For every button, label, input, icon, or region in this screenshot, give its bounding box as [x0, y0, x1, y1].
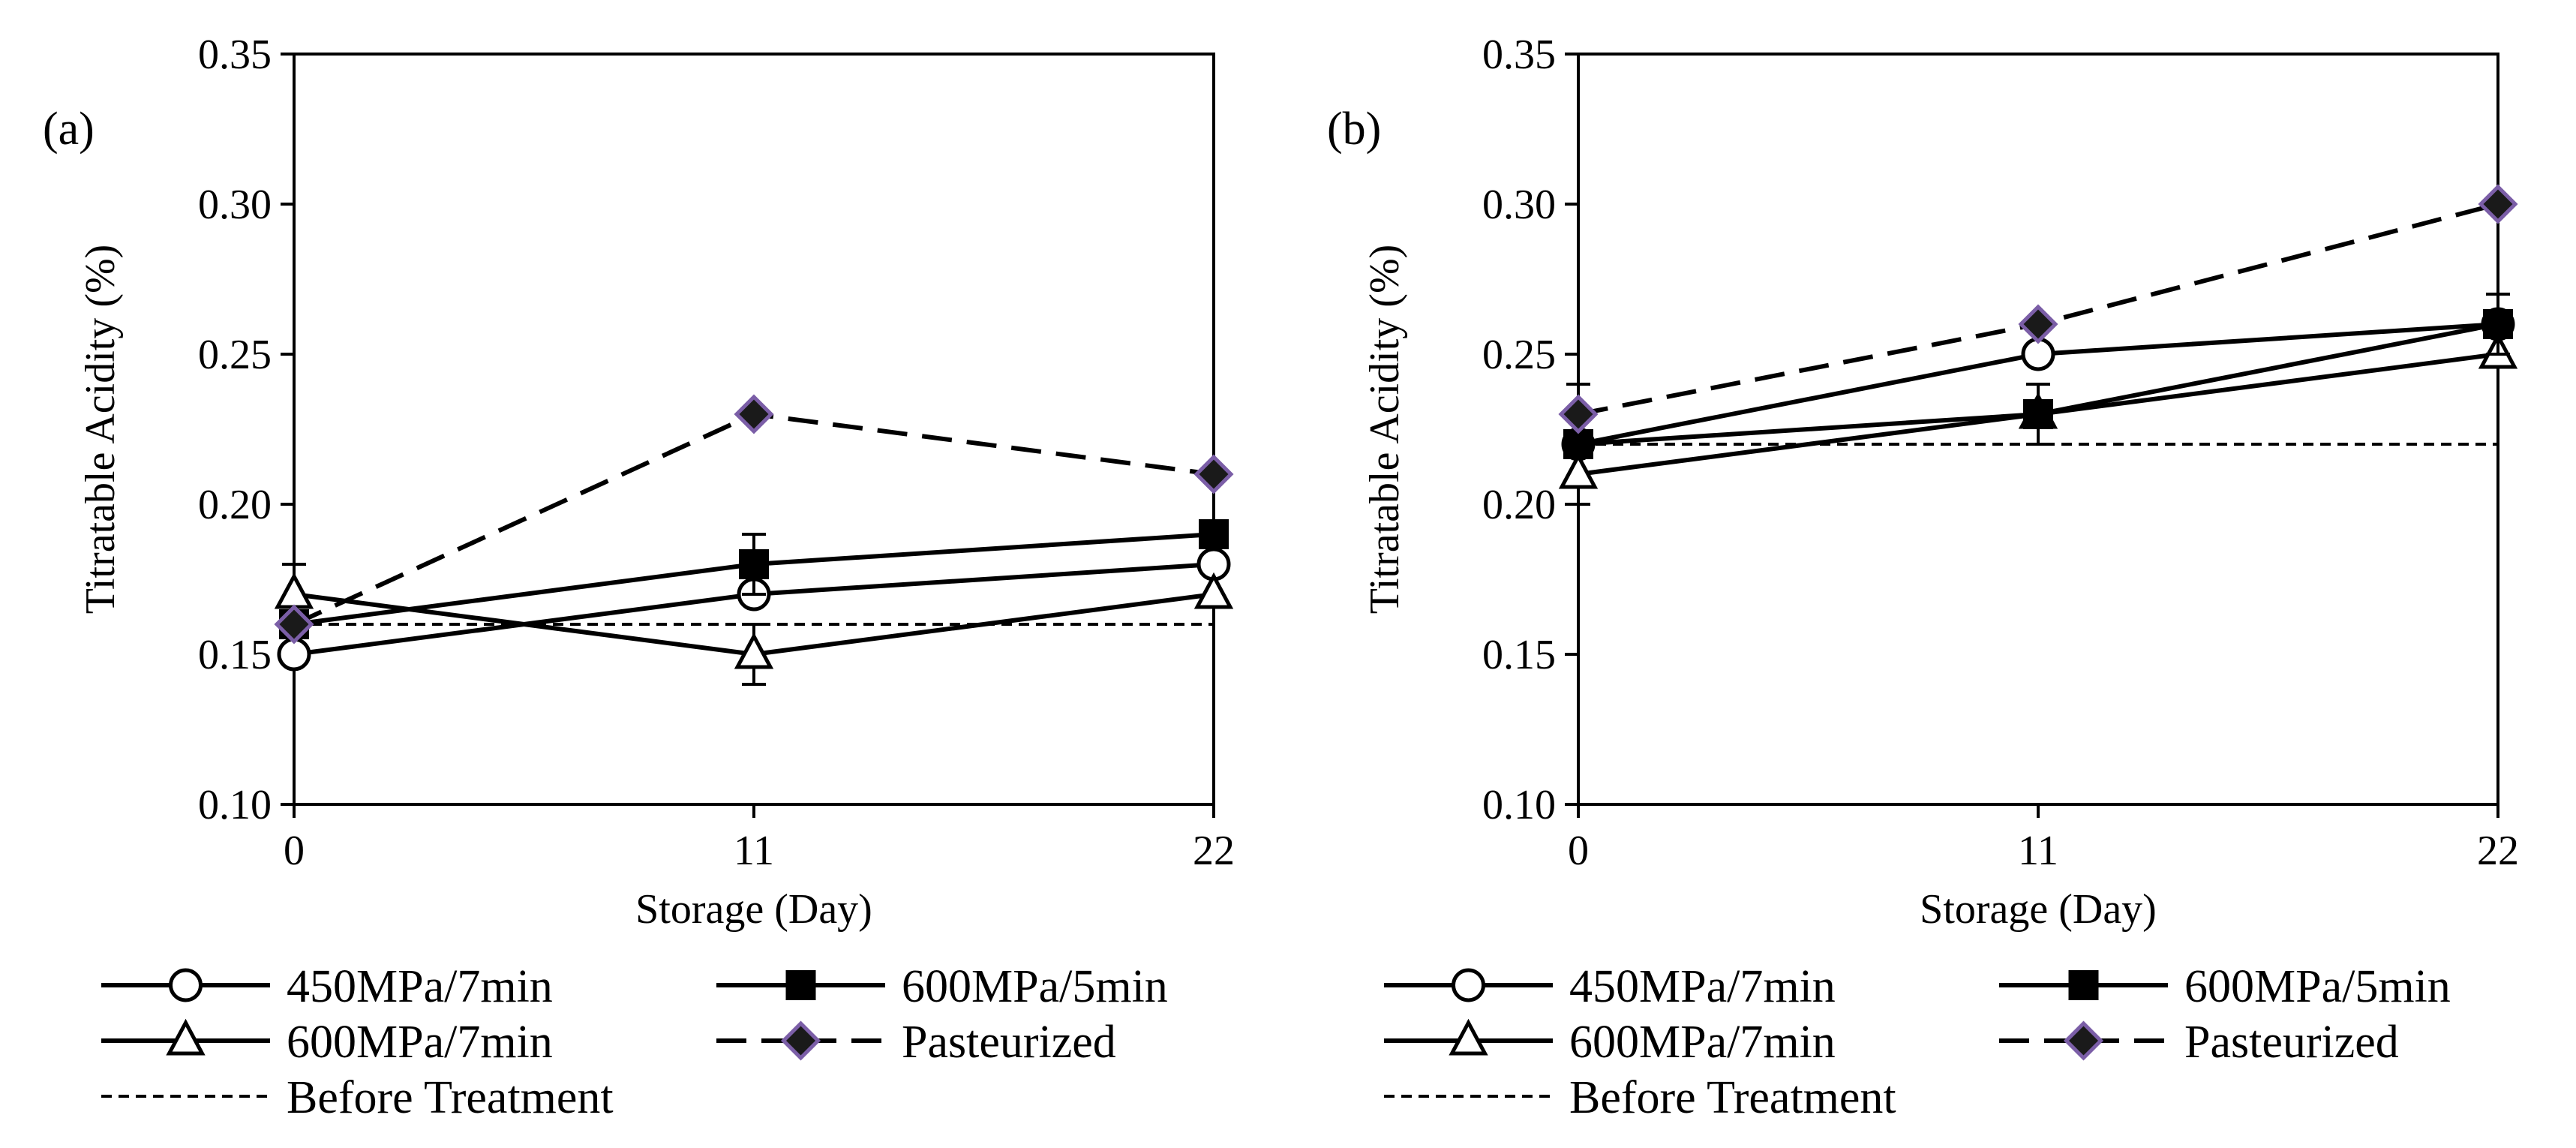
- legend-label-s600_5: 600MPa/5min: [902, 961, 1168, 1012]
- x-axis-title: Storage (Day): [635, 886, 872, 933]
- legend-label-past: Pasteurized: [902, 1017, 1116, 1068]
- data-point-s600_5: [739, 549, 769, 579]
- y-axis-title: Titratable Acidity (%): [77, 245, 124, 615]
- y-tick-label: 0.15: [198, 632, 272, 678]
- legend-label-s600_7: 600MPa/7min: [287, 1017, 553, 1068]
- y-axis-title: Titratable Acidity (%): [1362, 245, 1408, 615]
- x-tick-label: 0: [284, 828, 305, 874]
- y-tick-label: 0.25: [198, 332, 272, 378]
- data-point-s600_5: [2023, 399, 2053, 429]
- x-tick-label: 22: [1193, 828, 1235, 874]
- data-point-past: [1558, 394, 1599, 434]
- legend-marker-s450_7: [169, 968, 203, 1002]
- data-point-s600_7: [274, 572, 314, 609]
- x-axis-title: Storage (Day): [1920, 886, 2157, 933]
- legend-label-s450_7: 450MPa/7min: [1569, 961, 1836, 1012]
- y-tick-label: 0.30: [198, 182, 272, 228]
- legend-marker-s600_7: [166, 1018, 206, 1056]
- data-point-past: [274, 604, 314, 645]
- legend-marker-s600_5: [785, 970, 816, 1000]
- data-point-past: [1193, 454, 1234, 494]
- legend-marker-s600_5: [2068, 970, 2099, 1000]
- y-tick-label: 0.35: [198, 32, 272, 78]
- y-tick-label: 0.30: [1482, 182, 1556, 228]
- legend-label-before: Before Treatment: [287, 1072, 614, 1123]
- data-point-past: [2478, 184, 2518, 224]
- panel-label: (b): [1327, 104, 1381, 155]
- y-tick-label: 0.15: [1482, 632, 1556, 678]
- data-point-s600_7: [1558, 452, 1599, 489]
- legend-marker-s450_7: [1452, 968, 1485, 1002]
- legend-label-s450_7: 450MPa/7min: [287, 961, 553, 1012]
- data-point-past: [734, 394, 774, 434]
- data-point-s600_5: [1199, 519, 1229, 549]
- data-point-s600_7: [1193, 572, 1234, 609]
- y-tick-label: 0.10: [1482, 782, 1556, 828]
- legend-marker-past: [2063, 1020, 2104, 1061]
- data-point-past: [2018, 304, 2058, 344]
- x-tick-label: 11: [2018, 828, 2058, 874]
- y-tick-label: 0.25: [1482, 332, 1556, 378]
- y-tick-label: 0.20: [198, 482, 272, 528]
- legend-label-past: Pasteurized: [2184, 1017, 2399, 1068]
- legend-marker-past: [780, 1020, 821, 1061]
- x-tick-label: 0: [1568, 828, 1589, 874]
- data-point-s600_7: [734, 632, 774, 669]
- panel-label: (a): [43, 104, 95, 155]
- legend-label-s600_7: 600MPa/7min: [1569, 1017, 1836, 1068]
- x-tick-label: 22: [2477, 828, 2519, 874]
- y-tick-label: 0.35: [1482, 32, 1556, 78]
- legend-label-s600_5: 600MPa/5min: [2184, 961, 2451, 1012]
- y-tick-label: 0.20: [1482, 482, 1556, 528]
- data-point-s600_5: [2483, 309, 2513, 339]
- legend-label-before: Before Treatment: [1569, 1072, 1896, 1123]
- legend-marker-s600_7: [1449, 1018, 1488, 1056]
- y-tick-label: 0.10: [198, 782, 272, 828]
- x-tick-label: 11: [734, 828, 774, 874]
